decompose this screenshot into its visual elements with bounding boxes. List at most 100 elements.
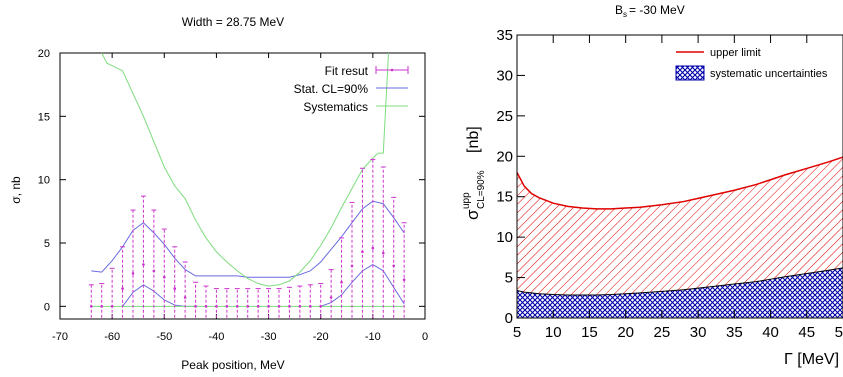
left-y-axis-label: σ, nb [9, 176, 23, 204]
left-x-tick-label: -10 [365, 331, 381, 343]
right-y-tick-label: 25 [496, 108, 513, 125]
right-x-tick-label: 20 [617, 324, 634, 341]
fit-point [130, 209, 136, 318]
left-y-tick-label: 5 [44, 238, 50, 250]
fit-point [349, 201, 355, 318]
fit-point [339, 237, 345, 318]
legend-upper-label: upper limit [710, 47, 761, 59]
systematic-uncertainties-line [516, 267, 843, 296]
left-y-ticks: 0 5 10 15 20 [38, 48, 425, 313]
right-x-tick-label: 30 [690, 324, 707, 341]
fit-point [286, 286, 292, 318]
svg-text:σ: σ [463, 209, 482, 220]
left-chart: Width = 28.75 MeV -70 -60 -50 -40 -30 -20 -10 0… [9, 15, 428, 372]
left-legend: Fit resut Stat. CL=90% Systematics [294, 64, 409, 114]
svg-text:upp: upp [461, 192, 472, 209]
fit-point [297, 285, 303, 318]
left-x-ticks: -70 -60 -50 -40 -30 -20 -10 0 [52, 53, 428, 343]
left-x-tick-label: -60 [104, 331, 120, 343]
fit-point [266, 288, 272, 318]
left-x-axis-label: Peak position, MeV [181, 358, 284, 372]
left-x-tick-label: -70 [52, 331, 68, 343]
fit-point [99, 283, 105, 318]
fit-point [182, 261, 188, 318]
right-x-tick-label: 5 [513, 324, 521, 341]
fit-point [172, 246, 178, 318]
left-fit-points [88, 158, 407, 318]
right-y-tick-label: 30 [496, 67, 513, 84]
systematic-uncertainties-band [517, 267, 843, 318]
left-y-tick-label: 10 [38, 175, 50, 187]
fit-point [213, 288, 219, 318]
fit-point [234, 288, 240, 318]
right-chart-title-sub: s [623, 10, 627, 19]
fit-point [318, 283, 324, 318]
right-plot-frame [516, 34, 843, 319]
fit-point [380, 166, 386, 318]
right-x-tick-label: 25 [654, 324, 671, 341]
left-x-tick-label: 0 [422, 331, 428, 343]
svg-text:CL=90%: CL=90% [476, 170, 487, 209]
left-x-tick-label: -30 [261, 331, 277, 343]
fit-point [161, 228, 167, 318]
right-y-tick-label: 15 [496, 189, 513, 206]
right-legend: upper limit systematic uncertainties [675, 47, 828, 81]
legend-syst-swatch [675, 65, 705, 81]
svg-text:[nb]: [nb] [465, 126, 482, 153]
left-y-tick-label: 0 [44, 301, 50, 313]
right-y-tick-label: 20 [496, 148, 513, 165]
left-y-tick-label: 20 [38, 48, 50, 60]
fit-point [370, 158, 376, 318]
left-x-tick-label: -40 [208, 331, 224, 343]
right-chart-title-prefix: B [615, 3, 623, 17]
right-x-tick-label: 40 [762, 324, 779, 341]
fit-point [255, 288, 261, 318]
legend-stat-label: Stat. CL=90% [294, 82, 369, 96]
systematics-line [101, 52, 389, 287]
stat-cl90-upper-line [91, 200, 405, 278]
right-x-tick-label: 15 [581, 324, 598, 341]
fit-point [391, 196, 397, 318]
right-y-tick-label: 10 [496, 229, 513, 246]
legend-fit-marker [375, 66, 409, 74]
right-y-tick-label: 5 [505, 270, 513, 287]
fit-point [203, 285, 209, 318]
fit-point [328, 269, 334, 318]
right-chart-title-rest: = -30 MeV [629, 3, 685, 17]
right-y-axis-label: σ upp CL=90% [nb] [461, 126, 487, 220]
legend-syst-unc-label: systematic uncertainties [710, 68, 828, 80]
right-y-tick-label: 0 [505, 310, 513, 327]
right-x-tick-label: 45 [798, 324, 815, 341]
left-plot-frame [59, 52, 426, 320]
fit-point [224, 288, 230, 318]
left-y-tick-label: 15 [38, 111, 50, 123]
fit-point [245, 288, 251, 318]
fit-point [151, 209, 157, 318]
fit-point [109, 267, 115, 318]
legend-syst-label: Systematics [303, 100, 368, 114]
fit-point [88, 284, 94, 318]
upper-limit-band [517, 157, 843, 295]
fit-point [276, 288, 282, 318]
right-x-tick-label: 35 [726, 324, 743, 341]
left-chart-title: Width = 28.75 MeV [182, 15, 284, 29]
legend-fit-label: Fit resut [325, 64, 369, 78]
right-x-ticks: 5 10 15 20 25 30 35 40 45 50 [513, 35, 843, 341]
fit-point [193, 281, 199, 318]
fit-point [120, 246, 126, 318]
right-x-tick-label: 50 [835, 324, 843, 341]
right-y-ticks: 0 5 10 15 20 25 30 35 [496, 27, 525, 327]
fit-point [401, 222, 407, 318]
fit-point [307, 284, 313, 318]
fit-point [359, 167, 365, 318]
fit-point [140, 195, 146, 318]
svg-text:Γ [MeV]: Γ [MeV] [784, 351, 839, 368]
left-x-tick-label: -50 [156, 331, 172, 343]
right-x-axis-label: Γ [MeV] [784, 351, 839, 368]
upper-limit-line [516, 156, 843, 210]
left-x-tick-label: -20 [313, 331, 329, 343]
right-area-group [516, 156, 843, 318]
right-x-tick-label: 10 [545, 324, 562, 341]
stat-cl90-lower-line [122, 284, 196, 307]
